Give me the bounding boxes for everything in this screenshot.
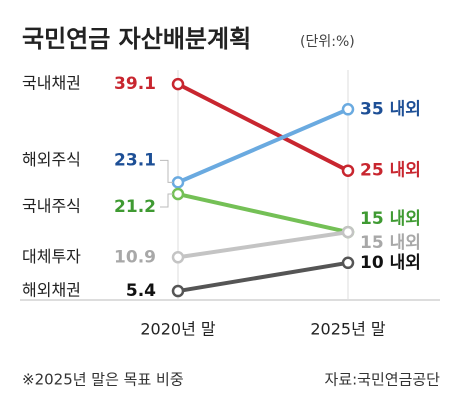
value-label: 25 내외 — [360, 161, 421, 181]
value-label: 21.2 — [114, 197, 156, 217]
slope-line — [177, 230, 349, 260]
point — [341, 164, 355, 177]
point — [341, 225, 355, 239]
series-name: 해외채권 — [22, 281, 81, 300]
value-label: 35 내외 — [360, 99, 421, 119]
series-name: 국내주식 — [22, 197, 81, 216]
value-label: 10.9 — [114, 247, 156, 267]
x-tick-label: 2020년 말 — [140, 320, 216, 339]
value-label: 15 내외 — [360, 209, 421, 229]
slope-line — [177, 82, 349, 173]
slope-line — [177, 260, 349, 294]
point — [341, 256, 355, 270]
point — [171, 284, 185, 298]
series-name: 대체투자 — [22, 247, 81, 266]
value-label: 5.4 — [126, 281, 156, 301]
series-name: 해외주식 — [22, 150, 81, 169]
chart-subtitle: (단위:%) — [300, 34, 355, 50]
slope-line — [177, 192, 349, 235]
value-label: 10 내외 — [360, 253, 421, 273]
value-label: 15 내외 — [360, 233, 421, 253]
point — [171, 176, 185, 189]
point — [171, 251, 185, 264]
source: 자료:국민연금공단 — [325, 371, 441, 389]
point — [341, 103, 355, 116]
point — [171, 187, 185, 201]
series-name: 국내채권 — [22, 74, 81, 93]
value-label: 39.1 — [114, 74, 156, 94]
note: ※2025년 말은 목표 비중 — [22, 371, 184, 389]
leader — [160, 193, 173, 208]
leader — [160, 159, 173, 183]
slope-line — [177, 107, 349, 185]
value-label: 23.1 — [114, 150, 156, 170]
chart-title: 국민연금 자산배분계획 — [22, 25, 251, 53]
x-tick-label: 2025년 말 — [310, 320, 386, 339]
point — [171, 77, 185, 91]
